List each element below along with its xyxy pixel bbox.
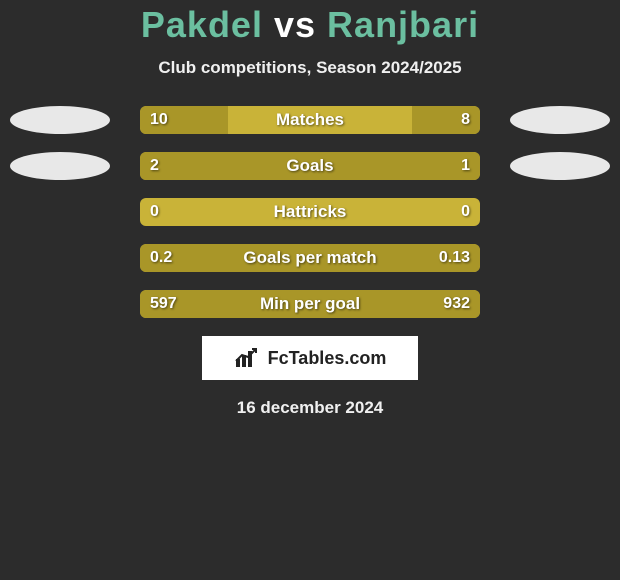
footer-date: 16 december 2024 [0, 398, 620, 418]
stat-row: Goals21 [0, 152, 620, 180]
stat-bar-left-fill [140, 244, 347, 272]
stat-bar-left-fill [140, 106, 228, 134]
chart-icon [234, 347, 262, 369]
stat-bar-left-fill [140, 152, 368, 180]
source-badge[interactable]: FcTables.com [202, 336, 418, 380]
stat-bar-left-fill [140, 290, 273, 318]
avatar-left [10, 106, 110, 134]
stat-row: Goals per match0.20.13 [0, 244, 620, 272]
stat-bar-right-fill [412, 106, 480, 134]
stat-value-right: 0 [461, 203, 470, 221]
source-badge-text: FcTables.com [268, 348, 387, 369]
title-right-player: Ranjbari [327, 4, 479, 45]
title-left-player: Pakdel [141, 4, 263, 45]
stat-bar-right-fill [368, 152, 480, 180]
stat-bar-right-fill [347, 244, 480, 272]
avatar-right [510, 152, 610, 180]
stat-bar: Goals per match0.20.13 [140, 244, 480, 272]
stat-bar: Goals21 [140, 152, 480, 180]
stat-bar: Min per goal597932 [140, 290, 480, 318]
page-title: Pakdel vs Ranjbari [0, 4, 620, 46]
stat-bar-right-fill [273, 290, 480, 318]
stat-row: Matches108 [0, 106, 620, 134]
avatar-right [510, 106, 610, 134]
comparison-rows: Matches108 Goals21 Hattricks0 0 Goals per ma… [0, 106, 620, 318]
stat-label: Hattricks [140, 202, 480, 222]
avatar-left [10, 152, 110, 180]
stat-row: Hattricks0 0 [0, 198, 620, 226]
stat-bar: Matches108 [140, 106, 480, 134]
subtitle: Club competitions, Season 2024/2025 [0, 58, 620, 78]
title-vs: vs [274, 4, 316, 45]
comparison-widget: Pakdel vs Ranjbari Club competitions, Se… [0, 0, 620, 418]
stat-value-left: 0 [150, 203, 159, 221]
stat-row: Min per goal597932 [0, 290, 620, 318]
stat-bar: Hattricks0 0 [140, 198, 480, 226]
